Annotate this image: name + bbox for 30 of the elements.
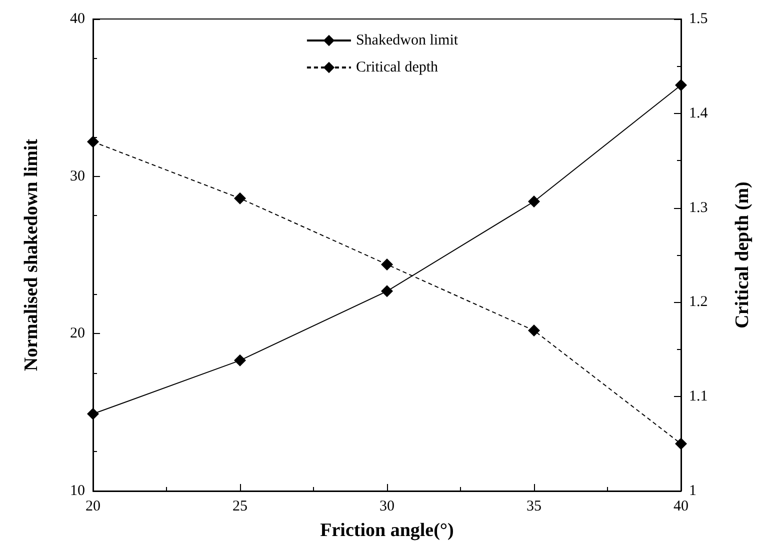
- y-tick-label: 20: [70, 326, 85, 342]
- point: [675, 438, 687, 450]
- legend-label: Shakedwon limit: [356, 32, 459, 48]
- x-tick-label: 25: [232, 498, 248, 514]
- point: [234, 192, 246, 204]
- point: [675, 79, 687, 92]
- y-tick-label: 40: [70, 11, 85, 27]
- point: [528, 324, 540, 337]
- x-axis-title: Friction angle(°): [320, 520, 454, 541]
- y2-tick-label: 1.1: [689, 388, 708, 405]
- x-tick-label: 40: [674, 498, 688, 514]
- y2-tick-label: 1.4: [689, 105, 708, 122]
- legend-label: Critical depth: [356, 60, 439, 76]
- y-tick-label: 10: [70, 483, 85, 499]
- x-tick-label: 30: [380, 498, 394, 514]
- y2-tick-label: 1.3: [689, 200, 708, 216]
- y2-tick-label: 1.5: [689, 11, 708, 27]
- x-tick-label: 35: [526, 498, 542, 514]
- point: [381, 285, 393, 298]
- point: [87, 136, 99, 148]
- point: [87, 408, 99, 420]
- y-axis-title: Normalised shakedown limit: [21, 138, 42, 372]
- y2-tick-label: 1.2: [689, 294, 708, 310]
- point: [528, 196, 540, 208]
- y2-tick-label: 1: [689, 483, 696, 499]
- point: [234, 354, 246, 366]
- x-tick-label: 20: [86, 498, 100, 514]
- point: [381, 258, 393, 270]
- y2-axis-title: Critical depth (m): [732, 182, 753, 328]
- y-tick-label: 30: [70, 168, 85, 184]
